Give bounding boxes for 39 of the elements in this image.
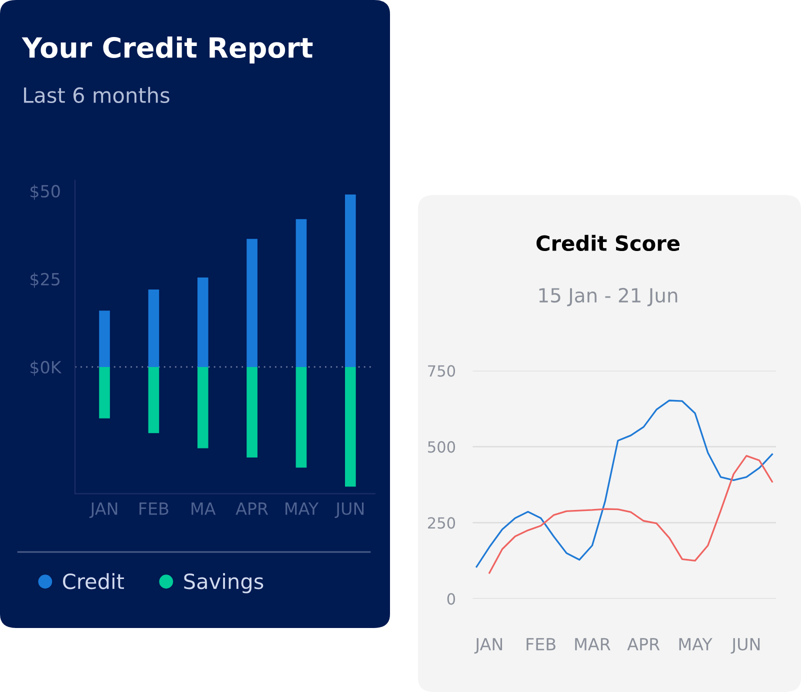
y-tick-label: $50 (30, 184, 60, 200)
bar (345, 366, 356, 487)
chart-subtitle: 15 Jan - 21 Jun (539, 288, 678, 306)
bar (99, 366, 110, 418)
y-tick-label: $0K (30, 360, 62, 376)
x-tick-label: APR (627, 638, 660, 650)
line-series (476, 400, 773, 568)
y-tick-label: 250 (428, 517, 456, 529)
x-tick-label: JUN (334, 502, 364, 518)
bar (148, 366, 160, 434)
bar (296, 219, 307, 367)
legend-label: Savings (184, 573, 264, 594)
x-tick-label: JUN (730, 638, 760, 654)
bar (148, 290, 160, 367)
x-tick-label: JAN (474, 638, 502, 654)
x-tick-label: APR (236, 502, 268, 515)
x-tick-label: JAN (89, 502, 118, 518)
bar (197, 366, 208, 448)
x-tick-label: MAY (679, 638, 712, 650)
x-tick-label: FEB (526, 638, 556, 650)
x-tick-label: MAR (575, 638, 610, 650)
chart-title: Credit Score (536, 234, 680, 252)
bar (246, 238, 258, 367)
line-series (488, 454, 773, 574)
bar (246, 366, 258, 458)
bar (296, 366, 307, 468)
bar (99, 310, 110, 367)
x-tick-label: MA (192, 502, 216, 515)
y-tick-label: 500 (428, 441, 456, 453)
y-tick-label: 0 (447, 593, 456, 605)
chart-subtitle: Last 6 months (24, 86, 170, 104)
x-tick-label: FEB (140, 502, 168, 515)
bar (345, 194, 356, 367)
x-tick-label: MAY (286, 502, 319, 515)
y-tick-label: 750 (428, 365, 456, 377)
bar (197, 278, 208, 367)
y-tick-label: $25 (30, 272, 60, 288)
chart-title: Your Credit Report (22, 36, 313, 64)
legend-label: Credit (63, 573, 124, 590)
